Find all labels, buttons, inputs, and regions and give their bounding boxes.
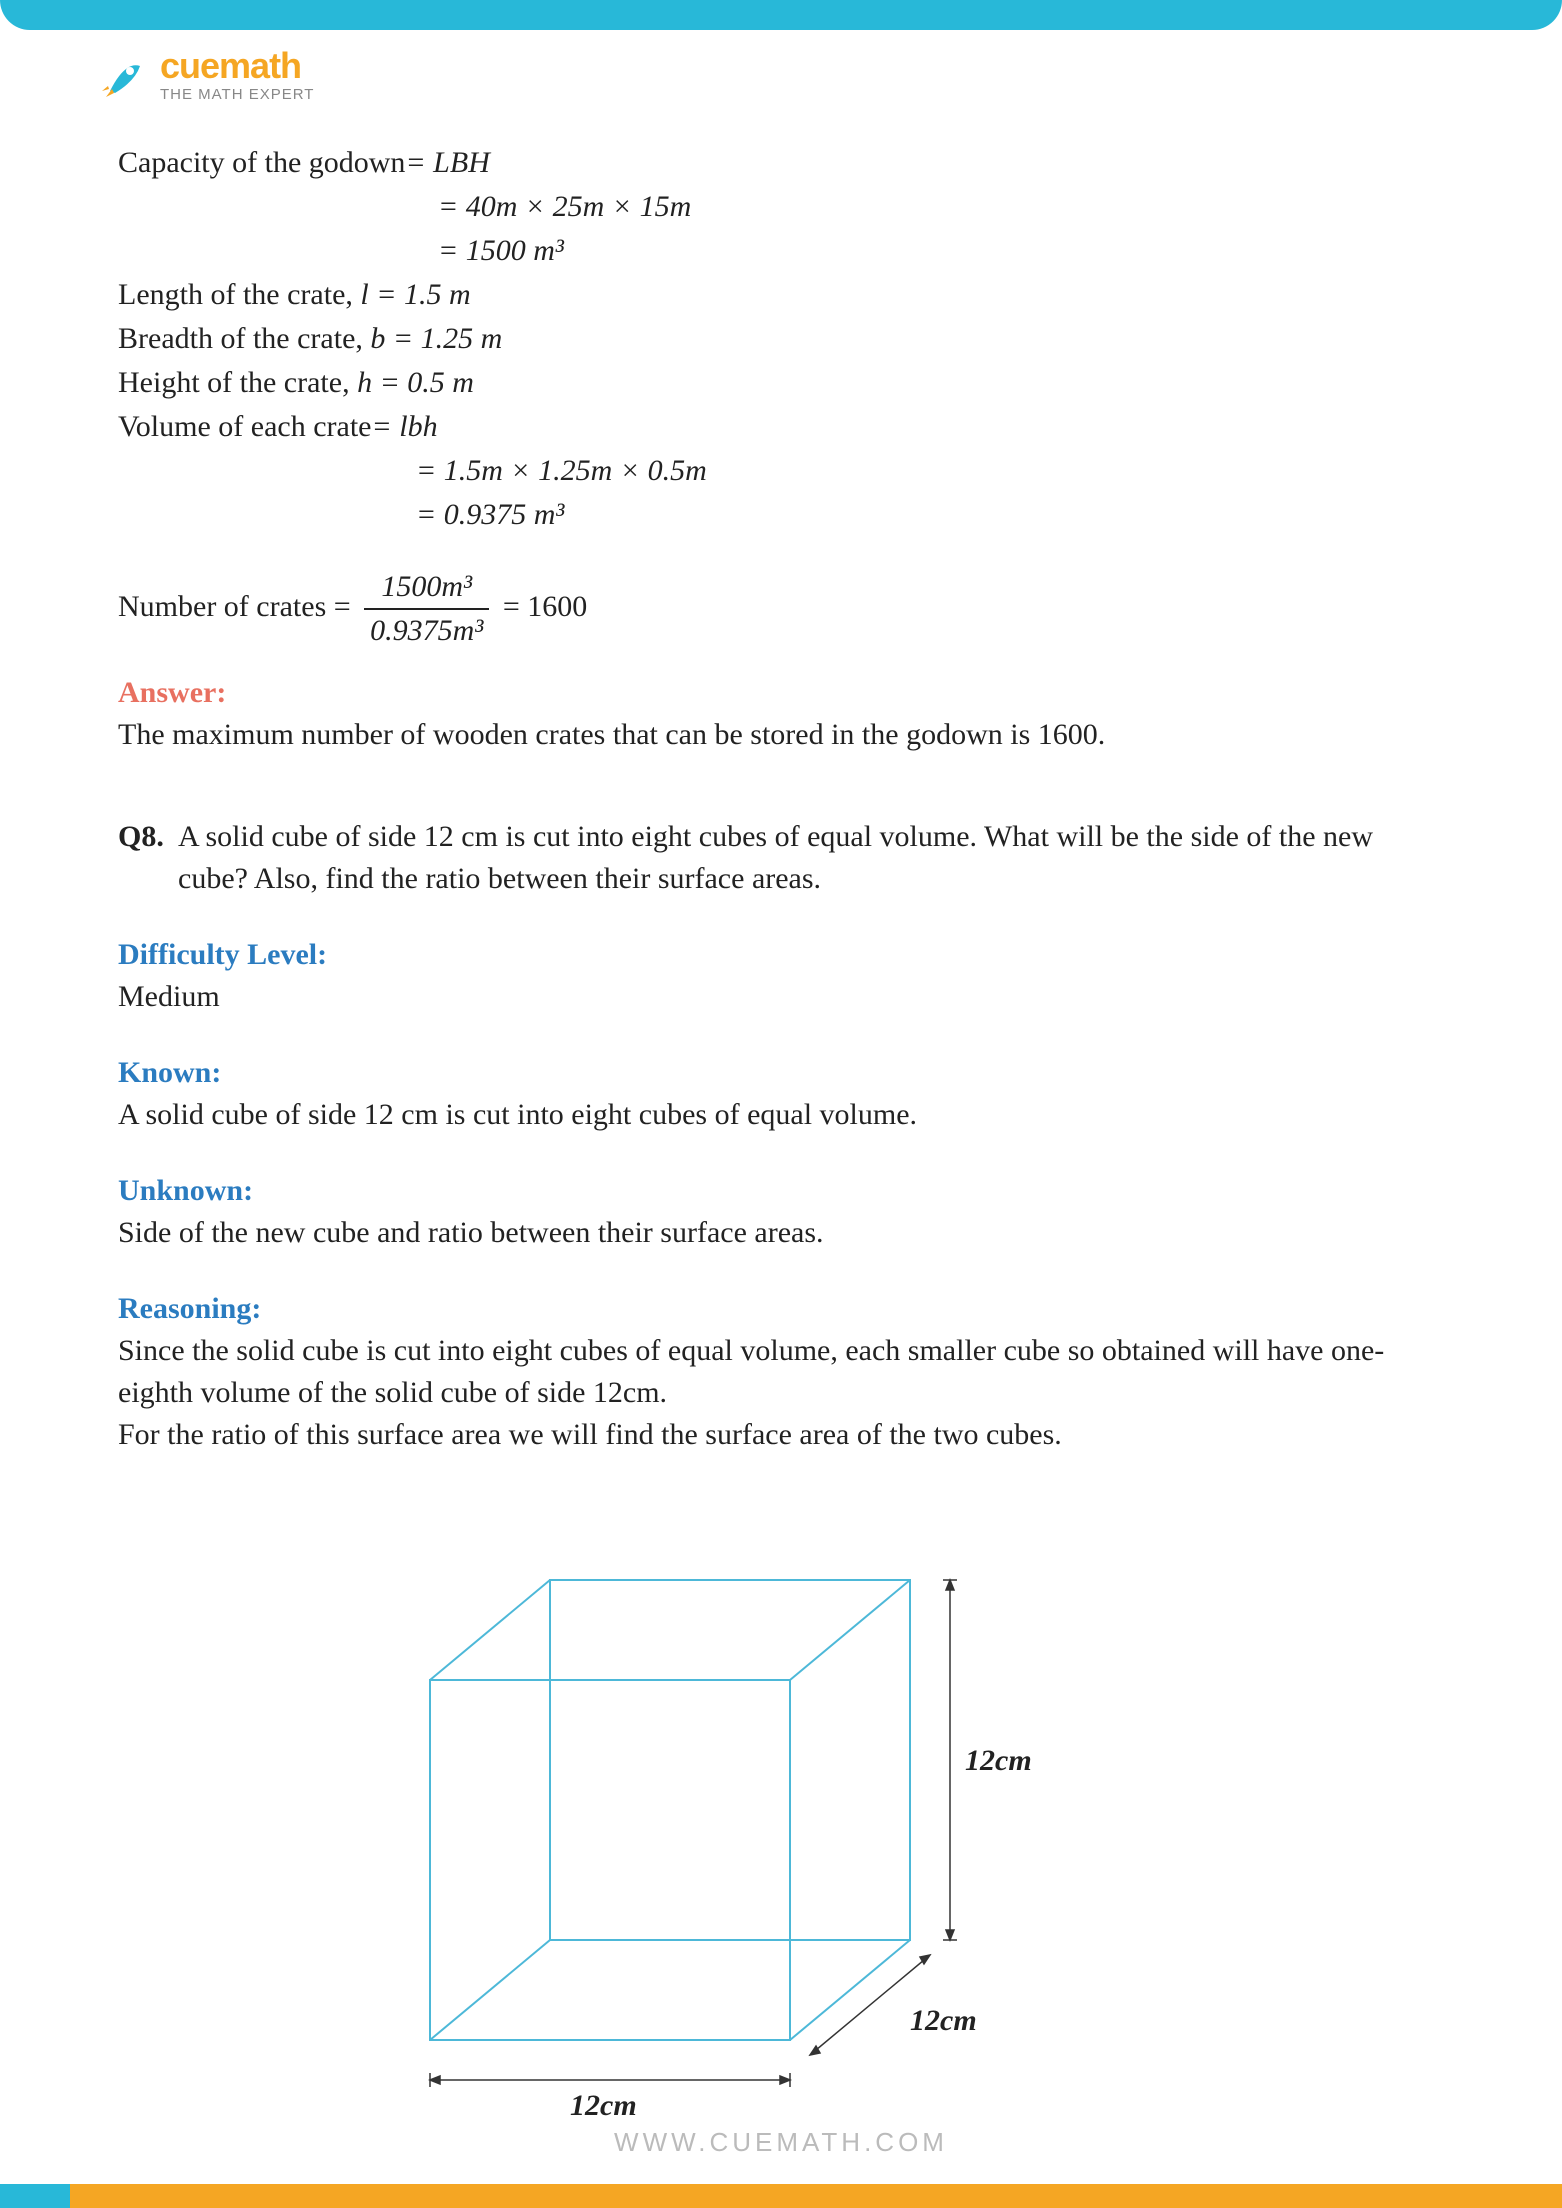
reasoning-text: Since the solid cube is cut into eight c… xyxy=(118,1330,1444,1456)
math-line: Length of the crate, l = 1.5 m xyxy=(118,274,1444,316)
difficulty-heading: Difficulty Level: xyxy=(118,934,1444,976)
footer-url: WWW.CUEMATH.COM xyxy=(0,2127,1562,2158)
math-expr: = 1.5m × 1.25m × 0.5m xyxy=(416,454,707,487)
math-line: = 1500 m³ xyxy=(438,230,1444,272)
dim-width: 12cm xyxy=(570,2089,637,2120)
bottom-accent-corner xyxy=(0,2184,70,2208)
known-text: A solid cube of side 12 cm is cut into e… xyxy=(118,1094,1444,1136)
math-line: Capacity of the godown= LBH xyxy=(118,142,1444,184)
math-line: Height of the crate, h = 0.5 m xyxy=(118,362,1444,404)
dim-depth: 12cm xyxy=(910,2004,977,2037)
content-body: Capacity of the godown= LBH = 40m × 25m … xyxy=(118,140,1444,1456)
text: Length of the crate, xyxy=(118,278,360,311)
math-expr: l = 1.5 m xyxy=(360,278,470,311)
brand-tagline: THE MATH EXPERT xyxy=(160,86,314,103)
page: cuemath THE MATH EXPERT Capacity of the … xyxy=(0,0,1562,2208)
answer-heading: Answer: xyxy=(118,672,1444,714)
text: Breadth of the crate, xyxy=(118,322,370,355)
unknown-heading: Unknown: xyxy=(118,1170,1444,1212)
top-accent-bar xyxy=(0,0,1562,30)
text: Capacity of the godown xyxy=(118,146,405,179)
question-block: Q8. A solid cube of side 12 cm is cut in… xyxy=(118,816,1444,900)
question-number: Q8. xyxy=(118,816,178,900)
math-line: Volume of each crate= lbh xyxy=(118,406,1444,448)
text: Height of the crate, xyxy=(118,366,357,399)
cube-diagram: 12cm 12cm 12cm xyxy=(370,1540,1070,2120)
answer-text: The maximum number of wooden crates that… xyxy=(118,714,1444,756)
text: Volume of each crate xyxy=(118,410,372,443)
dim-height: 12cm xyxy=(965,1744,1032,1777)
denominator: 0.9375m³ xyxy=(364,610,489,652)
math-expr: b = 1.25 m xyxy=(370,322,502,355)
bottom-accent-bar xyxy=(0,2184,1562,2208)
math-expr: h = 0.5 m xyxy=(357,366,474,399)
numerator: 1500m³ xyxy=(364,566,489,610)
math-expr: = LBH xyxy=(405,146,489,179)
math-expr: = 1600 xyxy=(503,590,587,623)
text: Number of crates xyxy=(118,590,334,623)
math-line: Breadth of the crate, b = 1.25 m xyxy=(118,318,1444,360)
math-line: = 0.9375 m³ xyxy=(416,494,1444,536)
math-line: = 1.5m × 1.25m × 0.5m xyxy=(416,450,1444,492)
known-heading: Known: xyxy=(118,1052,1444,1094)
math-expr: = lbh xyxy=(372,410,438,443)
question-text: A solid cube of side 12 cm is cut into e… xyxy=(178,816,1444,900)
unknown-text: Side of the new cube and ratio between t… xyxy=(118,1212,1444,1254)
math-expr: = 0.9375 m³ xyxy=(416,498,564,531)
math-line: Number of crates = 1500m³ 0.9375m³ = 160… xyxy=(118,566,1444,652)
brand-name: cuemath xyxy=(160,48,314,84)
reasoning-heading: Reasoning: xyxy=(118,1288,1444,1330)
difficulty-value: Medium xyxy=(118,976,1444,1018)
math-line: = 40m × 25m × 15m xyxy=(438,186,1444,228)
math-expr: = 1500 m³ xyxy=(438,234,564,267)
brand-logo: cuemath THE MATH EXPERT xyxy=(100,48,314,103)
rocket-icon xyxy=(100,51,150,101)
fraction: 1500m³ 0.9375m³ xyxy=(364,566,489,652)
math-expr: = 40m × 25m × 15m xyxy=(438,190,691,223)
